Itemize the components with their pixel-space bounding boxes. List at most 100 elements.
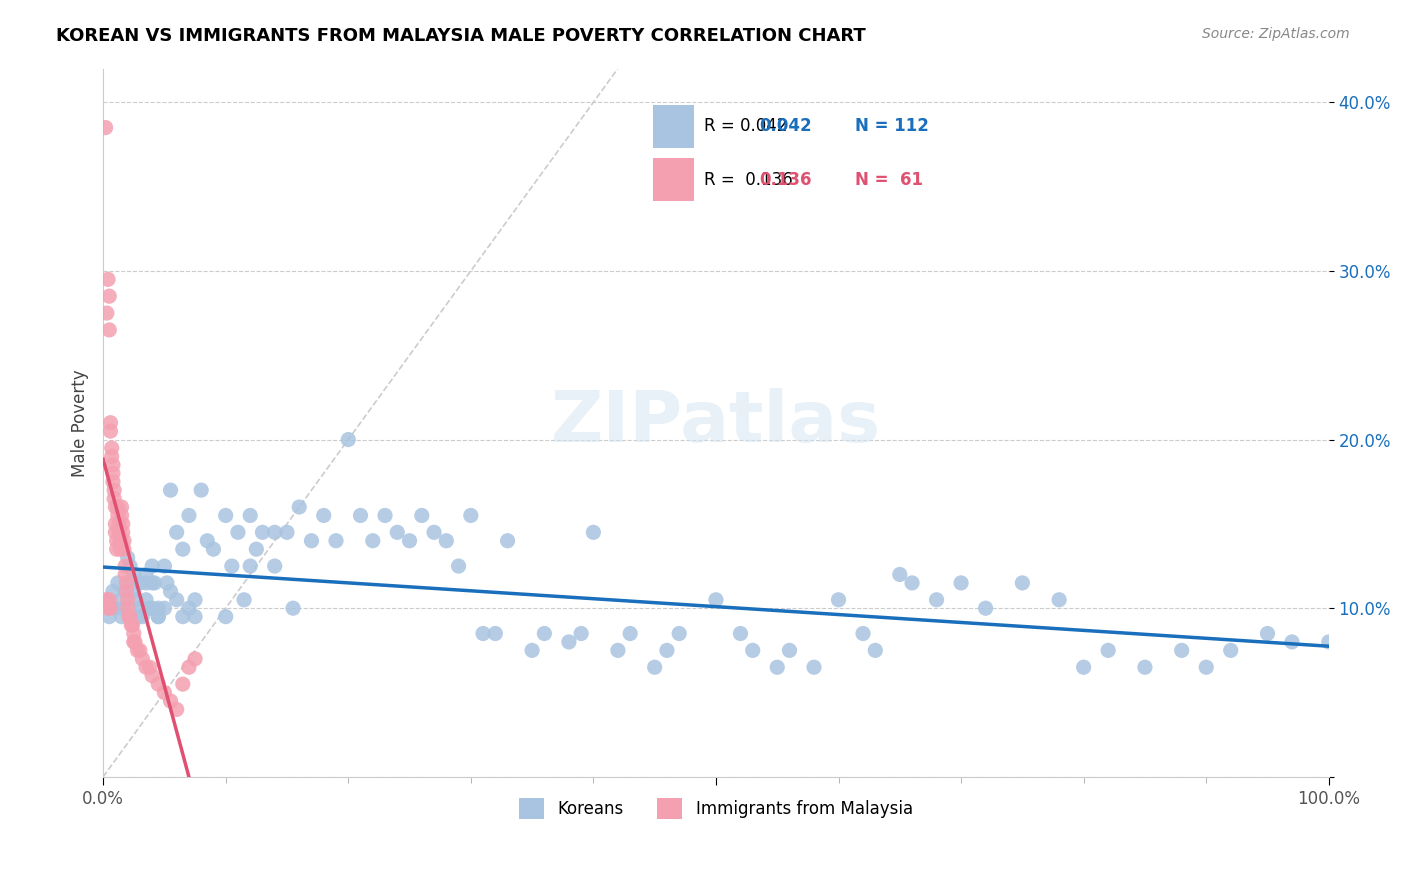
Point (148, 609, 170, 624)
Point (1133, 660, 1156, 674)
Point (117, 601, 139, 615)
Point (103, 483, 125, 498)
Point (889, 567, 911, 582)
Point (520, 643, 543, 657)
Point (115, 584, 138, 599)
Point (135, 575, 157, 590)
Point (215, 508, 238, 523)
Point (263, 525, 285, 540)
Point (111, 516, 134, 531)
Point (172, 677, 194, 691)
Point (252, 525, 274, 540)
Point (114, 584, 136, 599)
Point (104, 516, 127, 531)
Point (349, 508, 371, 523)
Point (110, 508, 132, 523)
Point (925, 592, 948, 607)
Point (1219, 643, 1241, 657)
Point (117, 550, 139, 565)
Point (1317, 635, 1340, 649)
Point (131, 652, 153, 666)
Point (434, 533, 457, 548)
Point (122, 626, 145, 640)
Point (153, 685, 176, 699)
Point (233, 592, 256, 607)
Point (582, 525, 605, 540)
Point (138, 660, 160, 674)
Point (803, 660, 825, 674)
Point (135, 592, 157, 607)
Point (122, 584, 145, 599)
Point (153, 559, 176, 574)
Point (104, 525, 127, 540)
Point (100, 601, 122, 615)
Point (110, 533, 132, 548)
Point (110, 609, 132, 624)
Point (97, 601, 120, 615)
Text: Source: ZipAtlas.com: Source: ZipAtlas.com (1202, 27, 1350, 41)
Point (143, 575, 166, 590)
Point (110, 592, 132, 607)
Point (118, 609, 141, 624)
Point (115, 575, 138, 590)
Point (1256, 626, 1278, 640)
Point (166, 592, 188, 607)
Point (226, 525, 249, 540)
Point (159, 483, 181, 498)
Point (644, 660, 666, 674)
Point (107, 508, 129, 523)
Point (460, 508, 482, 523)
Point (411, 508, 433, 523)
Point (101, 584, 124, 599)
Point (96, 592, 118, 607)
Point (108, 516, 131, 531)
Point (148, 601, 170, 615)
Point (325, 533, 347, 548)
Point (245, 542, 267, 557)
Point (129, 643, 152, 657)
Point (288, 500, 311, 514)
Text: ZIPatlas: ZIPatlas (551, 388, 882, 458)
Point (655, 643, 678, 657)
Point (104, 601, 127, 615)
Point (120, 559, 142, 574)
Point (141, 575, 163, 590)
Point (159, 694, 181, 708)
Point (301, 533, 323, 548)
Point (177, 660, 200, 674)
Point (153, 601, 176, 615)
Point (276, 525, 298, 540)
Point (122, 567, 145, 582)
Point (100, 424, 122, 438)
Point (114, 567, 136, 582)
Point (148, 609, 170, 624)
Point (569, 626, 592, 640)
Point (730, 626, 752, 640)
Point (112, 601, 135, 615)
Point (337, 433, 360, 447)
Point (190, 483, 212, 498)
Point (239, 508, 262, 523)
Point (97, 272, 120, 286)
Point (121, 618, 143, 632)
Point (1195, 660, 1218, 674)
Point (852, 626, 875, 640)
Point (98, 323, 121, 337)
Point (202, 542, 225, 557)
Point (263, 559, 285, 574)
Point (606, 643, 628, 657)
Point (1073, 660, 1095, 674)
Point (127, 643, 149, 657)
Point (239, 559, 262, 574)
Point (129, 601, 152, 615)
Point (101, 458, 124, 472)
Point (105, 542, 128, 557)
Point (96, 306, 118, 320)
Point (195, 533, 218, 548)
Point (131, 609, 153, 624)
Point (127, 609, 149, 624)
Point (619, 626, 641, 640)
Point (447, 559, 470, 574)
Point (184, 652, 207, 666)
Point (704, 592, 727, 607)
